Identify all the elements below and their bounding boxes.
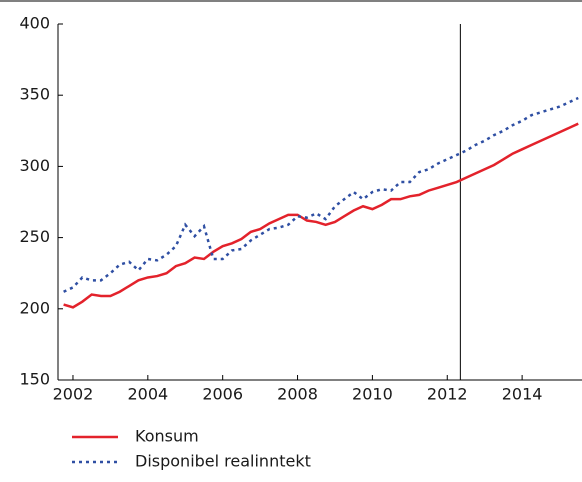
y-tick-label: 350 bbox=[19, 85, 50, 104]
x-tick-label: 2008 bbox=[277, 385, 318, 404]
line-series bbox=[63, 122, 579, 309]
legend-label: Konsum bbox=[135, 427, 199, 446]
x-tick-label: 2014 bbox=[502, 385, 543, 404]
y-tick-label: 150 bbox=[19, 370, 50, 389]
y-tick-label: 300 bbox=[19, 156, 50, 175]
x-tick-label: 2004 bbox=[127, 385, 168, 404]
line-series bbox=[63, 96, 579, 293]
legend-label: Disponibel realinntekt bbox=[135, 452, 311, 471]
x-tick-label: 2006 bbox=[202, 385, 243, 404]
x-tick-label: 2012 bbox=[427, 385, 468, 404]
x-tick-label: 2010 bbox=[352, 385, 393, 404]
y-tick-label: 200 bbox=[19, 298, 50, 317]
y-tick-label: 400 bbox=[19, 14, 50, 33]
x-tick-label: 2002 bbox=[53, 385, 94, 404]
y-tick-label: 250 bbox=[19, 227, 50, 246]
